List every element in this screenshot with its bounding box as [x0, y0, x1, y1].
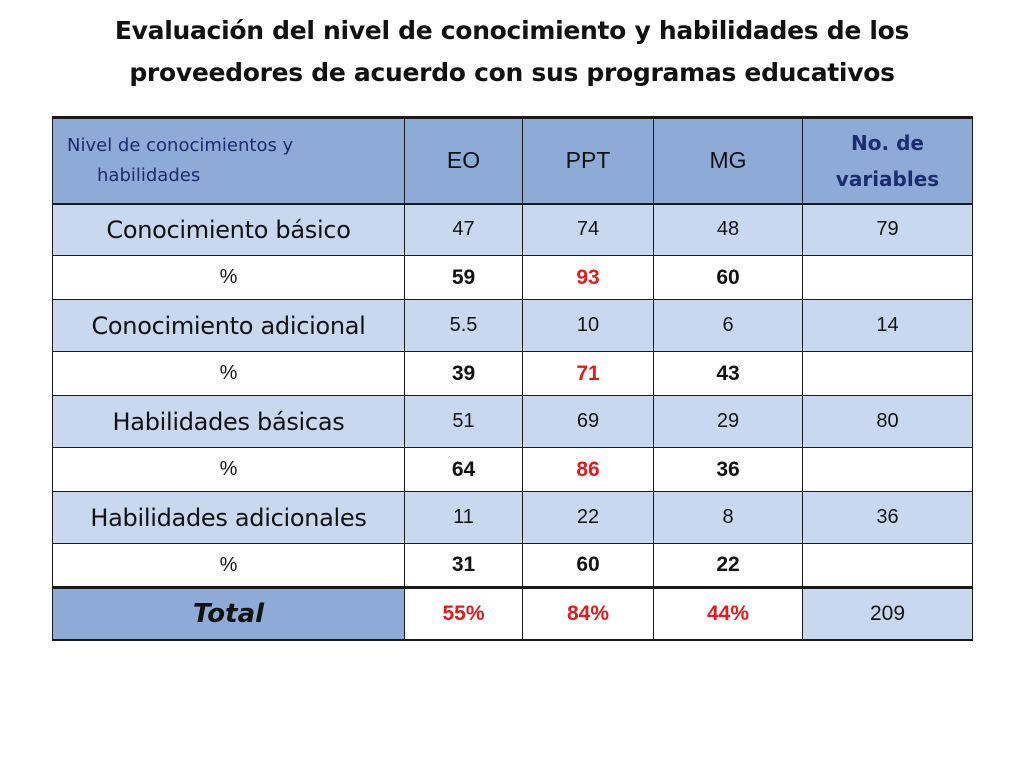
header-level-line-1: Nivel de conocimientos y [67, 134, 294, 156]
total-label: Total [52, 586, 405, 641]
cell-ppt: 10 [522, 299, 654, 352]
cell-mg: 6 [653, 299, 803, 352]
header-variables: No. de variables [802, 116, 973, 205]
row-label: Conocimiento adicional [52, 299, 405, 352]
table-row: % 64 86 36 [52, 447, 973, 492]
cell-variables: 80 [802, 395, 973, 448]
cell-ppt: 69 [522, 395, 654, 448]
title-line-2: proveedores de acuerdo con sus programas… [129, 58, 895, 87]
cell-ppt: 22 [522, 491, 654, 544]
cell-eo: 64 [404, 447, 523, 492]
cell-mg: 22 [653, 543, 803, 588]
cell-eo: 47 [404, 203, 523, 256]
total-mg: 44% [653, 586, 803, 641]
row-label: Conocimiento básico [52, 203, 405, 256]
cell-ppt: 74 [522, 203, 654, 256]
cell-eo: 59 [404, 255, 523, 300]
title-line-1: Evaluación del nivel de conocimiento y h… [114, 16, 910, 45]
cell-ppt: 71 [522, 351, 654, 396]
total-row: Total 55% 84% 44% 209 [52, 586, 973, 641]
table-header-row: Nivel de conocimientos y habilidades EO … [52, 116, 973, 205]
total-variables: 209 [802, 586, 973, 641]
table-row: Conocimiento adicional 5.5 10 6 14 [52, 299, 973, 352]
cell-eo: 39 [404, 351, 523, 396]
cell-ppt: 93 [522, 255, 654, 300]
table-row: Conocimiento básico 47 74 48 79 [52, 203, 973, 256]
total-ppt: 84% [522, 586, 654, 641]
cell-variables: 79 [802, 203, 973, 256]
row-label: % [52, 447, 405, 492]
cell-ppt: 86 [522, 447, 654, 492]
cell-variables: 14 [802, 299, 973, 352]
cell-mg: 29 [653, 395, 803, 448]
table-row: Habilidades adicionales 11 22 8 36 [52, 491, 973, 544]
table-row: % 31 60 22 [52, 543, 973, 588]
cell-ppt: 60 [522, 543, 654, 588]
row-label: % [52, 351, 405, 396]
cell-mg: 36 [653, 447, 803, 492]
header-ppt: PPT [522, 116, 654, 205]
cell-eo: 31 [404, 543, 523, 588]
header-variables-line-1: No. de [851, 130, 924, 155]
slide-title: Evaluación del nivel de conocimiento y h… [0, 10, 1024, 94]
cell-mg: 48 [653, 203, 803, 256]
header-mg: MG [653, 116, 803, 205]
cell-mg: 8 [653, 491, 803, 544]
cell-mg: 43 [653, 351, 803, 396]
cell-variables [802, 447, 973, 492]
cell-eo: 51 [404, 395, 523, 448]
table-row: % 59 93 60 [52, 255, 973, 300]
row-label: Habilidades adicionales [52, 491, 405, 544]
cell-eo: 5.5 [404, 299, 523, 352]
cell-eo: 11 [404, 491, 523, 544]
cell-variables [802, 351, 973, 396]
evaluation-table: Nivel de conocimientos y habilidades EO … [52, 116, 973, 641]
table-row: Habilidades básicas 51 69 29 80 [52, 395, 973, 448]
header-level-line-2: habilidades [97, 164, 201, 186]
cell-mg: 60 [653, 255, 803, 300]
header-variables-line-2: variables [835, 166, 940, 191]
cell-variables: 36 [802, 491, 973, 544]
header-level: Nivel de conocimientos y habilidades [52, 116, 405, 205]
row-label: % [52, 255, 405, 300]
table-row: % 39 71 43 [52, 351, 973, 396]
header-eo: EO [404, 116, 523, 205]
row-label: Habilidades básicas [52, 395, 405, 448]
row-label: % [52, 543, 405, 588]
total-eo: 55% [404, 586, 523, 641]
cell-variables [802, 543, 973, 588]
cell-variables [802, 255, 973, 300]
